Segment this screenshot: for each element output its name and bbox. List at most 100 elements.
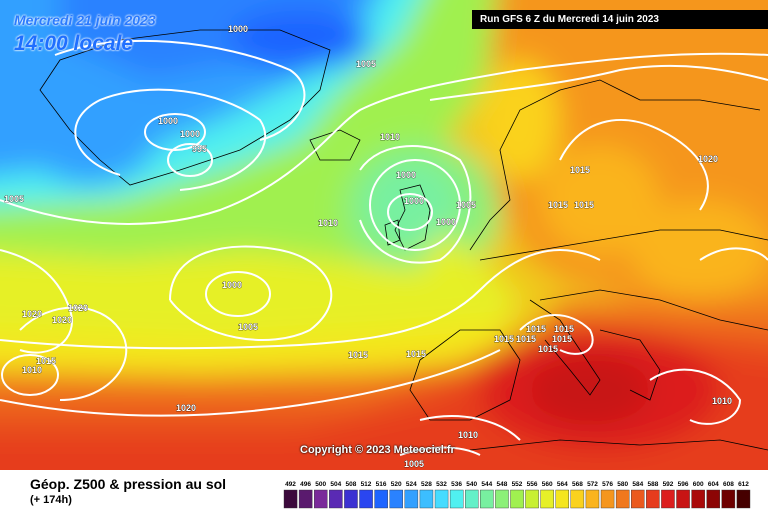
copyright-notice: Copyright © 2023 Meteociel.fr xyxy=(300,444,455,456)
coastlines xyxy=(39,29,768,451)
scale-value-label: 504 xyxy=(330,481,341,488)
scale-value-label: 540 xyxy=(466,481,477,488)
scale-value-label: 608 xyxy=(723,481,734,488)
scale-color-swatch xyxy=(374,489,388,509)
scale-value-label: 564 xyxy=(557,481,568,488)
isobar-label: 1015 xyxy=(552,334,572,344)
scale-color-swatch xyxy=(676,489,690,509)
isobar-label: 1010 xyxy=(380,132,400,142)
scale-value-label: 584 xyxy=(632,481,643,488)
isobar-label: 1015 xyxy=(494,334,514,344)
isobar-label: 1015 xyxy=(570,165,590,175)
isobar-label: 1020 xyxy=(22,309,42,319)
scale-color-swatch xyxy=(480,489,494,509)
legend-forecast-hour: (+ 174h) xyxy=(30,494,72,506)
scale-value-label: 588 xyxy=(647,481,658,488)
isobar-label: 1000 xyxy=(222,280,242,290)
scale-value-label: 560 xyxy=(542,481,553,488)
isobar-label: 1015 xyxy=(554,324,574,334)
scale-color-swatch xyxy=(314,489,328,509)
isobar-label: 1010 xyxy=(318,218,338,228)
scale-value-label: 576 xyxy=(602,481,613,488)
isobar-label: 1015 xyxy=(36,356,56,366)
scale-value-label: 528 xyxy=(421,481,432,488)
scale-value-label: 548 xyxy=(496,481,507,488)
scale-value-label: 496 xyxy=(300,481,311,488)
isobar-label: 1005 xyxy=(238,322,258,332)
scale-color-swatch xyxy=(298,489,313,509)
model-run-banner: Run GFS 6 Z du Mercredi 14 juin 2023 xyxy=(472,10,768,29)
isobar-label: 1005 xyxy=(356,59,376,69)
scale-value-label: 572 xyxy=(587,481,598,488)
scale-value-label: 568 xyxy=(572,481,583,488)
scale-color-swatch xyxy=(329,489,343,509)
scale-value-label: 532 xyxy=(436,481,447,488)
isobar-label: 1010 xyxy=(458,430,478,440)
scale-value-label: 604 xyxy=(708,481,719,488)
scale-color-swatch xyxy=(691,489,705,509)
scale-value-label: 552 xyxy=(512,481,523,488)
isobar-label: 1005 xyxy=(4,194,24,204)
isobar-label: 1010 xyxy=(22,365,42,375)
isobar-label: 1005 xyxy=(404,459,424,469)
forecast-local-time: 14:00 locale xyxy=(14,32,134,55)
legend-title: Géop. Z500 & pression au sol xyxy=(30,476,227,492)
scale-value-label: 596 xyxy=(678,481,689,488)
scale-color-swatch xyxy=(736,489,751,509)
isobar-label: 1020 xyxy=(698,154,718,164)
scale-color-swatch xyxy=(389,489,403,509)
scale-color-swatch xyxy=(646,489,660,509)
scale-value-label: 508 xyxy=(345,481,356,488)
scale-color-swatch xyxy=(585,489,600,509)
scale-value-label: 512 xyxy=(361,481,372,488)
colour-scale: 492 496 500 504 508 512 516 520 524 528 532 536 540 5… xyxy=(283,481,751,509)
isobar-label: 1015 xyxy=(516,334,536,344)
isobar-label: 1015 xyxy=(348,350,368,360)
scale-color-swatch xyxy=(721,489,736,509)
scale-value-label: 536 xyxy=(451,481,462,488)
scale-value-label: 520 xyxy=(391,481,402,488)
scale-value-label: 500 xyxy=(315,481,326,488)
scale-value-label: 580 xyxy=(617,481,628,488)
forecast-date: Mercredi 21 juin 2023 xyxy=(14,12,156,28)
isobar-label: 1015 xyxy=(406,349,426,359)
scale-color-swatch xyxy=(419,489,434,509)
scale-value-label: 544 xyxy=(481,481,492,488)
scale-color-swatch xyxy=(510,489,524,509)
geopotential-field xyxy=(0,0,768,470)
scale-color-swatch xyxy=(555,489,570,509)
scale-color-swatch xyxy=(404,489,419,509)
scale-value-label: 516 xyxy=(376,481,387,488)
scale-value-label: 600 xyxy=(693,481,704,488)
isobar-label: 1000 xyxy=(158,116,178,126)
scale-value-label: 612 xyxy=(738,481,749,488)
isobar-label: 1000 xyxy=(180,129,200,139)
scale-color-swatch xyxy=(631,489,645,509)
scale-color-swatch xyxy=(283,489,298,509)
scale-value-label: 524 xyxy=(406,481,417,488)
isobar-label: 1000 xyxy=(396,170,416,180)
isobar-label: 995 xyxy=(192,144,207,154)
scale-value-label: 492 xyxy=(285,481,296,488)
isobar-label: 1000 xyxy=(228,24,248,34)
scale-color-swatch xyxy=(344,489,358,509)
scale-color-swatch xyxy=(706,489,721,509)
isobar-label: 1015 xyxy=(574,200,594,210)
scale-color-swatch xyxy=(434,489,449,509)
isobar-label: 1020 xyxy=(176,403,196,413)
isobar-label: 1015 xyxy=(538,344,558,354)
isobar-label: 1015 xyxy=(548,200,568,210)
isobar-label: 1000 xyxy=(404,196,424,206)
scale-color-swatch xyxy=(525,489,539,509)
scale-color-swatch xyxy=(570,489,585,509)
isobar-label: 1000 xyxy=(436,217,456,227)
scale-value-label: 556 xyxy=(527,481,538,488)
scale-color-swatch xyxy=(359,489,373,509)
scale-color-swatch xyxy=(495,489,509,509)
isobar-label: 1005 xyxy=(456,200,476,210)
isobar-label: 1015 xyxy=(526,324,546,334)
scale-color-swatch xyxy=(449,489,464,509)
isobar-label: 1020 xyxy=(68,303,88,313)
weather-map: 1000 1005 1000 1000 995 1010 1005 1010 1… xyxy=(0,0,768,470)
scale-color-swatch xyxy=(464,489,479,509)
